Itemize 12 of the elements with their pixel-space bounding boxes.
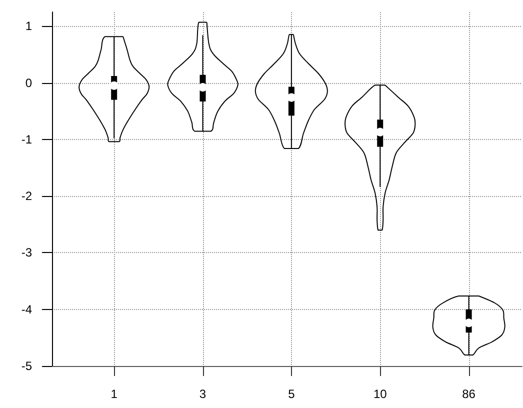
x-tick-label: 86 <box>462 387 476 401</box>
y-tick-label: -2 <box>21 189 32 204</box>
y-tick-label: -4 <box>21 302 32 316</box>
x-tick-label: 3 <box>199 387 206 401</box>
x-tick-label: 10 <box>373 387 388 401</box>
y-tick-label: 1 <box>25 19 32 34</box>
x-tick-label: 1 <box>110 387 118 401</box>
y-tick-label: -1 <box>21 132 32 146</box>
y-tick-label: -5 <box>21 359 32 373</box>
x-tick-label: 5 <box>288 387 296 401</box>
y-tick-label: -3 <box>21 246 32 260</box>
y-tick-label: 0 <box>25 76 32 90</box>
